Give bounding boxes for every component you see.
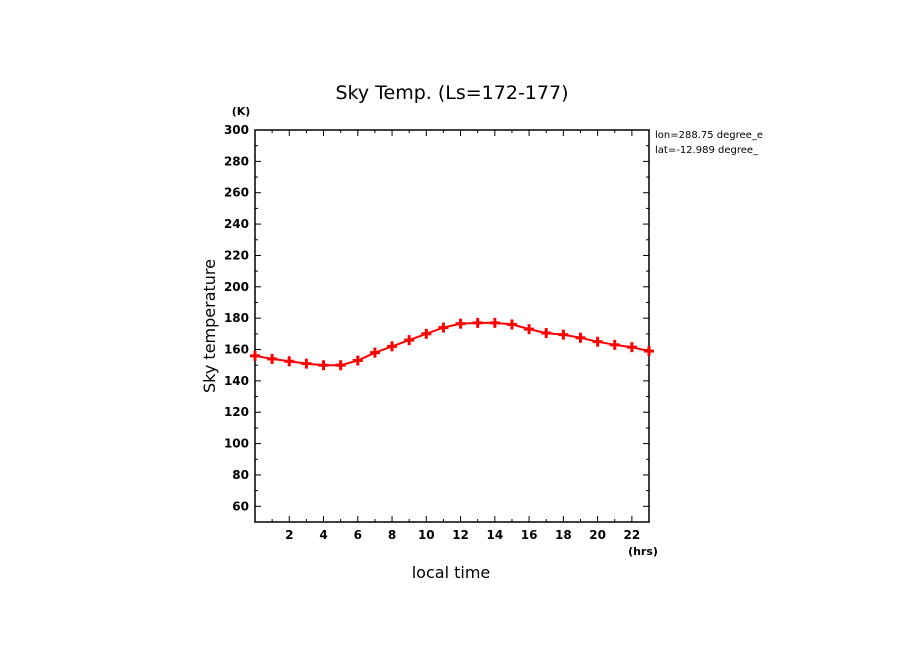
data-point-marker: [592, 336, 603, 347]
data-point-marker: [352, 355, 363, 366]
y-tick-label: 240: [224, 217, 249, 231]
y-tick-label: 180: [224, 311, 249, 325]
series-layer: [250, 317, 654, 371]
x-tick-label: 14: [486, 528, 503, 542]
x-tick-label: 18: [555, 528, 572, 542]
x-tick-label: 20: [589, 528, 606, 542]
x-tick-label: 6: [354, 528, 362, 542]
x-tick-label: 16: [521, 528, 538, 542]
annotation-lat: lat=-12.989 degree_: [655, 145, 759, 156]
data-point-marker: [558, 329, 569, 340]
y-tick-label: 120: [224, 405, 249, 419]
data-point-marker: [472, 317, 483, 328]
data-point-marker: [421, 328, 432, 339]
chart-title: Sky Temp. (Ls=172-177): [335, 82, 568, 104]
data-point-marker: [284, 356, 295, 367]
data-point-marker: [489, 317, 500, 328]
y-tick-label: 160: [224, 343, 249, 357]
data-point-marker: [318, 360, 329, 371]
data-point-marker: [250, 350, 260, 361]
x-tick-label: 22: [624, 528, 641, 542]
y-tick-label: 200: [224, 280, 249, 294]
y-tick-label: 80: [232, 468, 249, 482]
x-tick-label: 10: [418, 528, 435, 542]
data-point-marker: [524, 324, 535, 335]
y-tick-label: 300: [224, 123, 249, 137]
x-tick-label: 4: [319, 528, 327, 542]
data-point-marker: [335, 360, 346, 371]
y-tick-label: 100: [224, 437, 249, 451]
y-tick-label: 220: [224, 248, 249, 262]
data-point-marker: [644, 346, 654, 357]
series-line-0: [254, 321, 650, 367]
data-point-marker: [387, 341, 398, 352]
x-tick-label: 12: [452, 528, 469, 542]
data-point-marker: [438, 322, 449, 333]
y-tick-label: 60: [232, 499, 249, 513]
x-tick-label: 2: [285, 528, 293, 542]
y-tick-label: 140: [224, 374, 249, 388]
x-axis-label: local time: [412, 563, 491, 582]
y-tick-label: 260: [224, 186, 249, 200]
data-point-marker: [609, 339, 620, 350]
data-point-marker: [626, 342, 637, 353]
plot-frame: [254, 129, 650, 523]
y-axis-label: Sky temperature: [200, 259, 219, 393]
data-point-marker: [506, 319, 517, 330]
data-point-marker: [575, 332, 586, 343]
y-unit-label: (K): [232, 105, 251, 118]
x-unit-label: (hrs): [628, 545, 658, 558]
data-point-marker: [267, 353, 278, 364]
y-tick-label: 280: [224, 154, 249, 168]
data-point-marker: [301, 358, 312, 369]
data-point-marker: [541, 328, 552, 339]
data-point-marker: [455, 318, 466, 329]
axes-layer: 60 80 100 120 140 160 180 200 220 240 260 280 300 2 4 6…: [224, 123, 650, 542]
data-point-marker: [404, 335, 415, 346]
annotation-lon: lon=288.75 degree_e: [655, 130, 763, 141]
data-point-marker: [369, 347, 380, 358]
x-tick-label: 8: [388, 528, 396, 542]
